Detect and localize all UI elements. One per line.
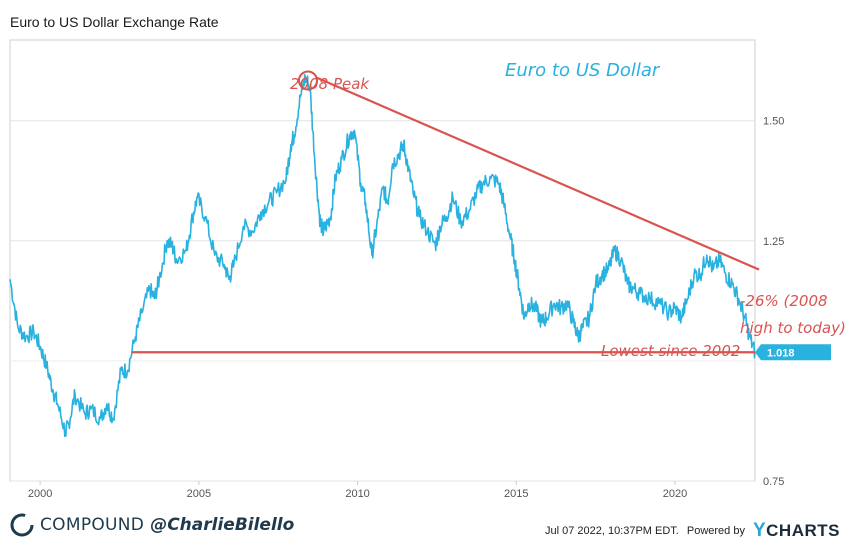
last-value-label: 1.018 [767,347,795,359]
series-line-eur-usd [9,73,756,438]
annotation-layer: 2008 Peak Euro to US Dollar -26% (2008 high… [132,60,846,361]
ycharts-logo-y: Y [752,520,767,541]
ycharts-logo[interactable]: YCHARTS [753,520,840,542]
x-tick-label: 2015 [504,488,528,500]
grid-layer [9,39,756,482]
annotation-lowest-since-2002: Lowest since 2002 [601,342,740,360]
x-tick-label: 2020 [663,488,687,500]
chart-title: Euro to US Dollar Exchange Rate [10,14,219,30]
y-tick-label: 0.75 [763,476,784,488]
brand-name: COMPOUND [40,515,145,535]
x-tick-label: 2010 [345,488,369,500]
series-layer [9,73,756,438]
annotation-2008-peak: 2008 Peak [290,75,370,93]
compound-logo-icon [10,513,34,537]
y-tick-label: 1.50 [763,116,784,128]
powered-by-label: Powered by [686,525,745,537]
annotation-decline-line1: -26% (2008 [740,292,828,310]
footer-source: Jul 07 2022, 10:37PM EDT. Powered by YCH… [545,520,840,542]
y-tick-label: 1.25 [763,236,784,248]
timestamp: Jul 07 2022, 10:37PM EDT. [544,525,679,537]
annotation-decline-line2: high to today) [740,319,846,337]
axis-layer: 0.75 1.25 1.50 2000 2005 2010 2015 2020 [28,116,785,500]
ycharts-logo-text: CHARTS [766,521,840,540]
last-value-badge [755,344,831,361]
author-handle: @CharlieBilello [150,515,295,535]
peak-circle-marker [297,70,318,91]
footer-branding: COMPOUND @CharlieBilello [10,513,295,537]
x-tick-label: 2005 [187,488,211,500]
x-tick-label: 2000 [28,488,52,500]
trendline [315,76,760,271]
annotation-euro-to-us-dollar: Euro to US Dollar [505,60,661,81]
